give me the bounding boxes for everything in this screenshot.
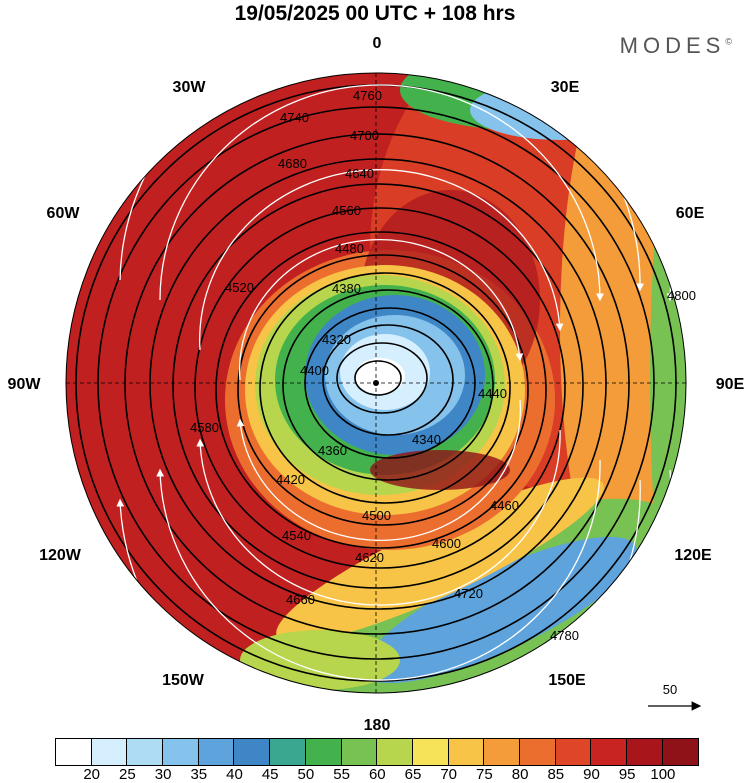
contour-label: 4360 <box>318 443 347 458</box>
colorbar-swatch <box>56 739 92 765</box>
pole-marker <box>373 380 379 386</box>
colorbar-swatch <box>234 739 271 765</box>
colorbar-swatch <box>662 739 699 765</box>
colorbar-swatch <box>412 739 449 765</box>
colorbar-tick-label: 70 <box>440 766 458 783</box>
contour-label: 4620 <box>355 550 384 565</box>
map-title: 19/05/2025 00 UTC + 108 hrs <box>234 2 516 25</box>
contour-label: 4520 <box>225 280 254 295</box>
reference-vector: 50 <box>640 682 700 697</box>
colorbar-swatch <box>270 739 306 765</box>
colorbar-swatch <box>91 739 128 765</box>
colorbar-tick-label: 60 <box>368 766 386 783</box>
colorbar-tick-label: 50 <box>297 766 315 783</box>
colorbar-swatch <box>519 739 556 765</box>
contour-label: 4680 <box>278 156 307 171</box>
lon-label-120w: 120W <box>39 547 81 564</box>
lon-label-30e: 30E <box>550 79 580 96</box>
lon-label-150e: 150E <box>548 672 586 689</box>
colorbar-tick-label: 100 <box>650 766 676 783</box>
contour-label: 4500 <box>362 508 391 523</box>
lon-label-60w: 60W <box>46 205 80 222</box>
contour-label: 4580 <box>190 420 219 435</box>
colorbar-tick-label: 40 <box>226 766 243 783</box>
colorbar-swatch <box>448 739 485 765</box>
colorbar-swatch <box>341 739 378 765</box>
lon-label-0: 0 <box>372 35 382 52</box>
colorbar-tick-label: 25 <box>119 766 136 783</box>
contour-label: 4540 <box>282 528 311 543</box>
contour-label-group: 4760 4740 4700 4680 4640 4560 4480 4380 … <box>190 88 696 643</box>
contour-label: 4800 <box>667 288 696 303</box>
colorbar-tick-label: 85 <box>547 766 565 783</box>
colorbar-swatch <box>163 739 199 765</box>
contour-label: 4460 <box>490 498 519 513</box>
colorbar-swatch <box>127 739 164 765</box>
colorbar-swatch <box>305 739 342 765</box>
colorbar-tick-label: 90 <box>583 766 600 783</box>
colorbar-tick-label: 95 <box>618 766 636 783</box>
contour-label: 4700 <box>350 128 379 143</box>
contour-label: 4340 <box>412 432 441 447</box>
contour-label: 4640 <box>345 166 374 181</box>
contour-label: 4560 <box>332 203 361 218</box>
brand-name: MODES <box>619 33 726 58</box>
lon-label-30w: 30W <box>172 79 206 96</box>
lon-label-180: 180 <box>363 717 391 734</box>
lon-label-150w: 150W <box>162 672 204 689</box>
contour-label: 4780 <box>550 628 579 643</box>
colorbar-tick-label: 55 <box>333 766 350 783</box>
colorbar-tick-label: 35 <box>190 766 208 783</box>
lon-label-90w: 90W <box>7 376 41 393</box>
modes-logo: MODES© <box>620 33 732 59</box>
copyright-mark: © <box>725 36 732 47</box>
colorbar <box>55 738 700 766</box>
colorbar-tick-label: 20 <box>83 766 101 783</box>
colorbar-swatch <box>555 739 592 765</box>
contour-label: 4320 <box>322 332 351 347</box>
wind-speed-field <box>66 73 686 693</box>
colorbar-swatch <box>484 739 520 765</box>
contour-label: 4400 <box>300 363 329 378</box>
lon-label-60e: 60E <box>675 205 705 222</box>
colorbar-tick-label: 80 <box>511 766 529 783</box>
lon-label-120e: 120E <box>674 547 712 564</box>
contour-label: 4480 <box>335 241 364 256</box>
colorbar-swatch <box>627 739 663 765</box>
contour-label: 4380 <box>332 281 361 296</box>
colorbar-swatch <box>198 739 235 765</box>
colorbar-swatch <box>591 739 627 765</box>
colorbar-tick-label: 75 <box>476 766 493 783</box>
contour-label: 4720 <box>454 586 483 601</box>
contour-label: 4760 <box>353 88 382 103</box>
contour-label: 4420 <box>276 472 305 487</box>
colorbar-tick-label: 30 <box>154 766 172 783</box>
colorbar-tick-label: 45 <box>261 766 279 783</box>
contour-label: 4600 <box>432 536 461 551</box>
contour-label: 4740 <box>280 110 309 125</box>
colorbar-swatch <box>377 739 413 765</box>
colorbar-tick-label: 65 <box>404 766 422 783</box>
reference-vector-value: 50 <box>662 682 678 697</box>
contour-label: 4660 <box>286 592 315 607</box>
lon-label-90e: 90E <box>715 376 745 393</box>
contour-label: 4440 <box>478 386 507 401</box>
map-boundary <box>65 72 687 694</box>
